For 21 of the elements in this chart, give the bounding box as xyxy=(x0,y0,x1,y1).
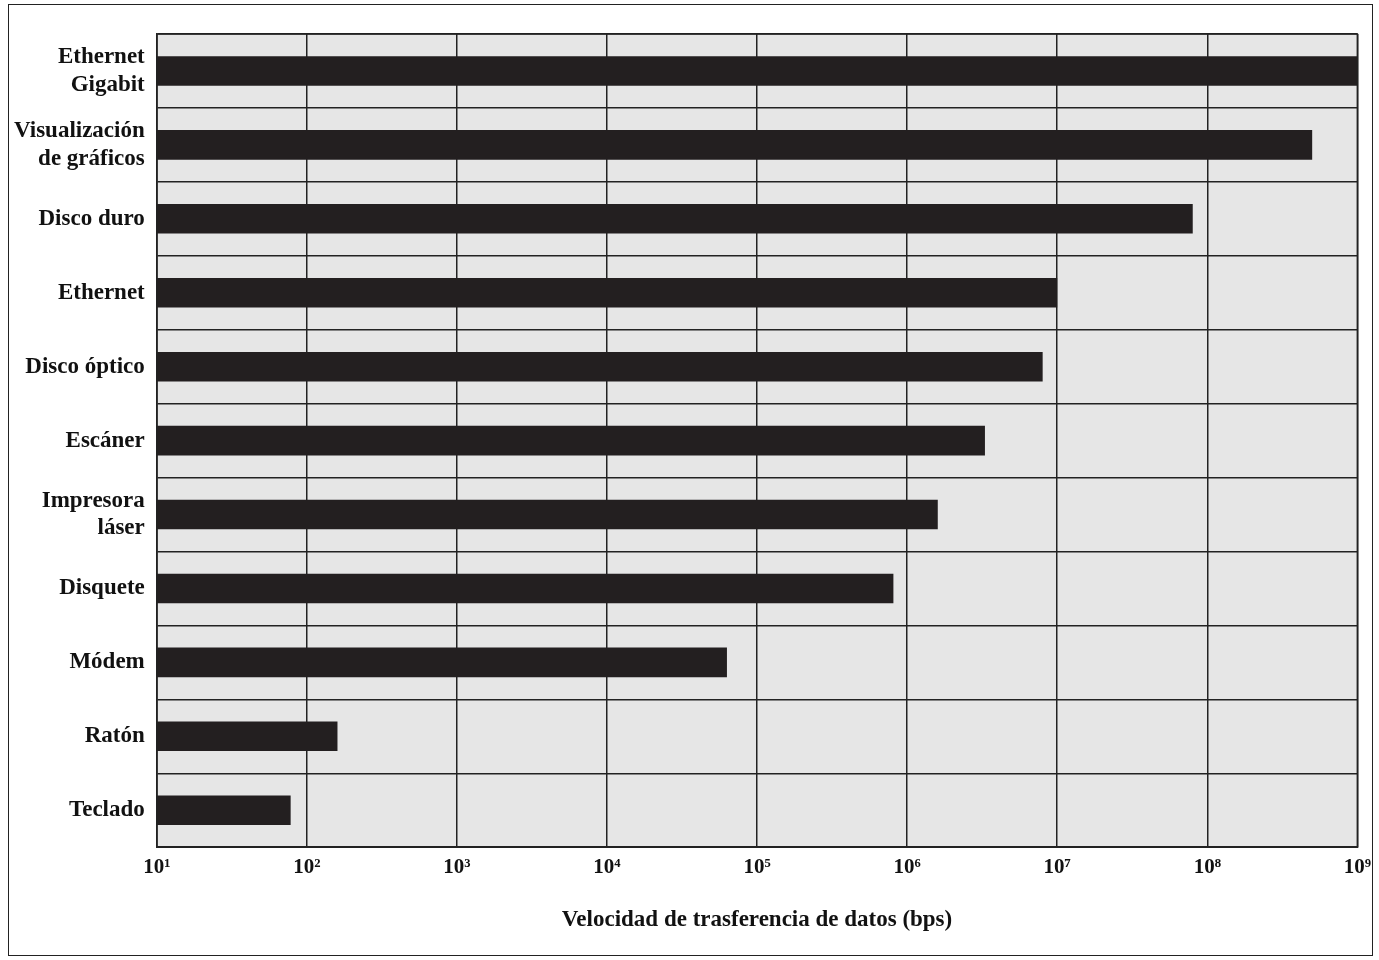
y-tick-label: Ethernet Gigabit xyxy=(57,43,146,96)
y-tick-label: Impresora láser xyxy=(41,486,146,540)
y-tick-label: Visualización de gráficos xyxy=(13,117,145,170)
y-tick-label: Disco óptico xyxy=(25,352,145,378)
x-tick-label: 10⁶ xyxy=(893,854,921,879)
x-tick-label: 10⁵ xyxy=(743,854,771,879)
x-tick-label: 10⁹ xyxy=(1343,854,1371,879)
y-tick-label: Disco duro xyxy=(38,204,145,230)
x-tick-label: 10⁷ xyxy=(1043,854,1071,879)
x-tick-label: 10⁴ xyxy=(593,854,622,879)
y-tick-label: Módem xyxy=(69,648,145,674)
x-tick-label: 10¹ xyxy=(143,854,171,879)
y-tick-label: Disquete xyxy=(59,574,145,600)
y-tick-label: Escáner xyxy=(65,426,145,452)
y-tick-label: Ethernet xyxy=(57,278,146,304)
y-tick-label: Teclado xyxy=(68,796,145,822)
x-tick-label: 10³ xyxy=(443,854,471,879)
x-tick-label: 10² xyxy=(293,854,321,879)
x-axis-title: Velocidad de trasferencia de datos (bps) xyxy=(561,906,953,932)
x-tick-label: 10⁸ xyxy=(1193,854,1221,879)
y-tick-label: Ratón xyxy=(84,722,145,748)
